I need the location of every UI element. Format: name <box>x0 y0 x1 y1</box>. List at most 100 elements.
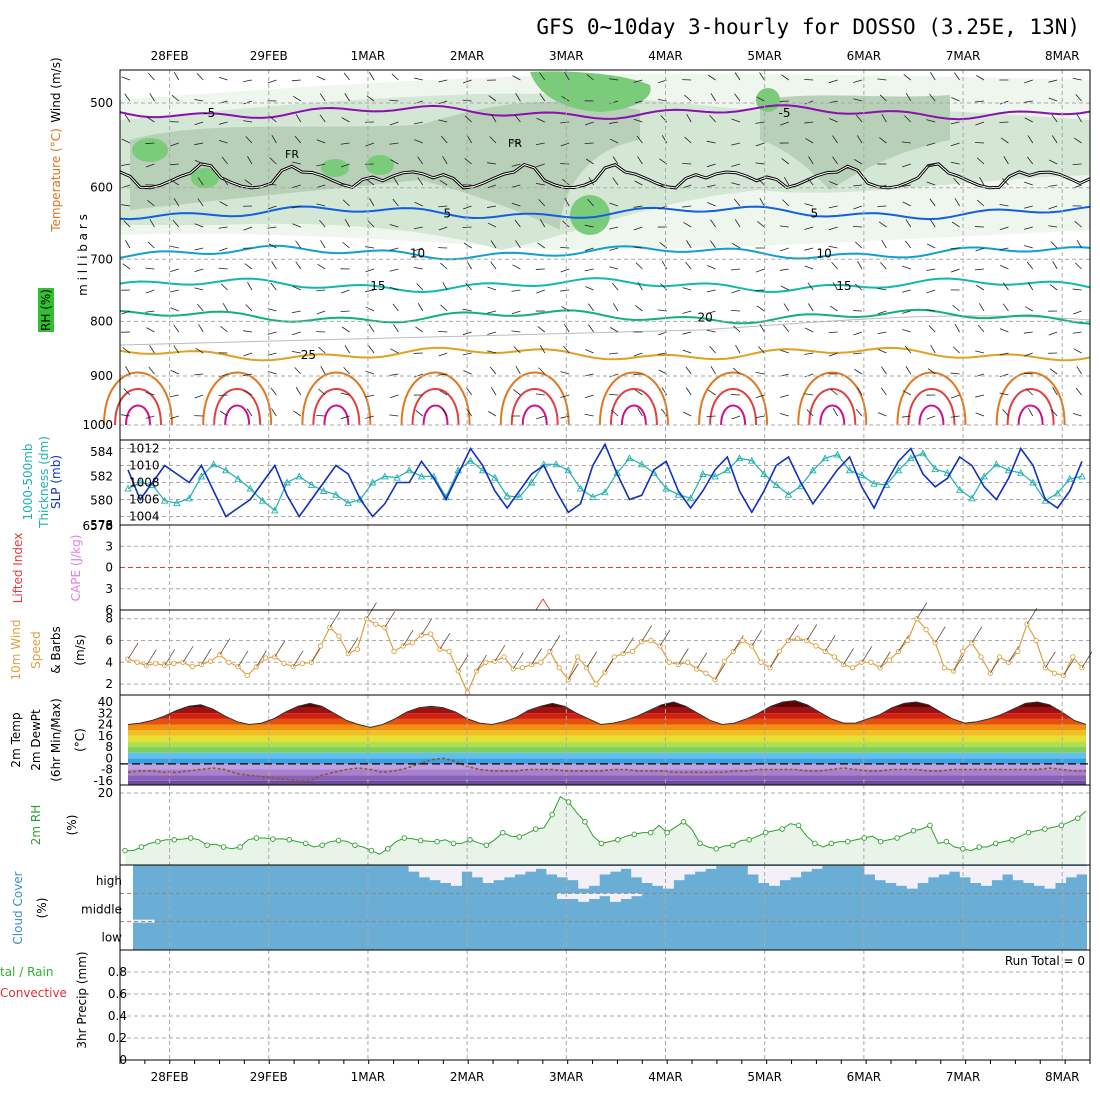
wind-barb <box>1075 387 1082 396</box>
wind-barb <box>145 163 155 168</box>
wind-barb <box>218 394 228 397</box>
wind-speed-point <box>758 659 764 665</box>
slp-tick: 1008 <box>129 476 160 490</box>
wind-barb <box>342 199 350 207</box>
rh-legend-swatch <box>38 288 54 332</box>
wind-tick: 8 <box>105 612 113 626</box>
wind-barb <box>1051 135 1058 144</box>
warm-contour <box>709 388 758 426</box>
wind-barb <box>758 346 765 354</box>
wind-barb <box>755 371 765 375</box>
wind-barb <box>366 179 375 186</box>
wind-barb <box>1024 245 1033 249</box>
cloud-mid-gap <box>588 893 600 899</box>
wind-barb <box>489 136 497 144</box>
wind-barb <box>389 247 399 251</box>
wind-speed-point <box>831 654 837 660</box>
wind-barb <box>706 140 716 144</box>
wind-barb <box>584 373 594 377</box>
rh-point <box>828 840 835 847</box>
wind-barb <box>877 287 887 291</box>
cloud-high-gap <box>938 866 950 875</box>
surface-wind-barb <box>641 625 653 642</box>
wind-barb <box>512 75 521 81</box>
wind-barb <box>780 247 789 252</box>
temp-band <box>128 775 1086 781</box>
rh-point <box>483 842 490 848</box>
cloud-high-gap <box>981 866 992 886</box>
wind-barb <box>881 114 887 123</box>
rh2-unit: (%) <box>65 815 79 836</box>
precip-label2: Convective <box>0 986 67 1000</box>
surface-wind-barb <box>256 650 267 667</box>
wind-barb <box>220 283 228 291</box>
cloud-high-gap <box>694 866 706 872</box>
wind-barb <box>270 282 277 291</box>
temp-band <box>128 763 1086 770</box>
precip-frame <box>119 949 1091 1061</box>
wind-barb <box>316 289 326 292</box>
rh-point <box>976 844 982 850</box>
wind-barb <box>1024 226 1033 230</box>
cloud-high-gap <box>588 866 600 886</box>
temp-band <box>128 752 1086 759</box>
wind-barb <box>440 304 448 312</box>
wind-barb <box>560 142 570 147</box>
wind-barb <box>755 268 765 273</box>
thickness-label: 1000-500mb <box>21 443 35 520</box>
wind-barb <box>389 99 399 102</box>
cape-tick: 6578 <box>82 519 113 533</box>
surface-wind-barb <box>953 654 964 672</box>
surface-wind-barb <box>182 646 194 663</box>
rh-point <box>286 837 293 843</box>
wind-barb <box>560 394 570 398</box>
surface-wind-barb <box>824 635 836 652</box>
wind-barb <box>535 183 545 186</box>
wind-barb <box>535 393 545 396</box>
wind-barb <box>661 261 668 270</box>
wind-barb <box>340 183 350 186</box>
rh-point <box>434 838 440 845</box>
wind-barb <box>804 78 814 81</box>
rh-point <box>713 846 720 852</box>
wind-barb <box>295 387 302 396</box>
rh-point <box>220 844 227 850</box>
rh-point <box>532 826 539 832</box>
wind-barb <box>218 267 228 270</box>
wind-barb <box>976 75 985 81</box>
wind-barb <box>173 198 180 207</box>
cloud-high-gap <box>917 866 929 883</box>
wind-barb <box>294 367 302 375</box>
thickness-point <box>332 490 340 498</box>
cloud-high-gap <box>641 866 653 883</box>
cloud-high-gap <box>610 866 621 872</box>
wind-speed-point <box>336 633 342 639</box>
wind-barb <box>124 114 131 123</box>
wind-barb <box>511 310 521 315</box>
top-date-label: 1MAR <box>351 49 386 63</box>
thickness-point <box>955 485 964 493</box>
wind-speed-point <box>574 654 581 660</box>
cloud-mid-gap <box>578 893 590 902</box>
wind-barb <box>706 415 716 418</box>
wind-barb <box>438 352 448 357</box>
wind-barb <box>438 119 448 123</box>
precip-tick: 0.2 <box>108 1031 127 1045</box>
isotherm-label: -5 <box>779 106 791 120</box>
precip-tick: 0.6 <box>108 987 127 1001</box>
pressure-tick: 700 <box>90 252 113 266</box>
wind-speed-point <box>428 631 434 637</box>
warm-contour <box>808 388 857 426</box>
wind-barb <box>731 415 741 420</box>
wind-barb <box>999 392 1009 396</box>
wind-barb <box>781 158 790 165</box>
rh-point <box>615 837 621 843</box>
wind-barb <box>369 72 375 81</box>
wind-barb <box>246 408 253 417</box>
temp-label1: 2m Temp <box>9 712 23 767</box>
wind-barb <box>682 162 692 165</box>
wind-barb <box>684 94 692 102</box>
wind-barb <box>295 240 302 249</box>
wind-speed-point <box>886 657 893 663</box>
surface-wind-barb <box>329 611 341 628</box>
